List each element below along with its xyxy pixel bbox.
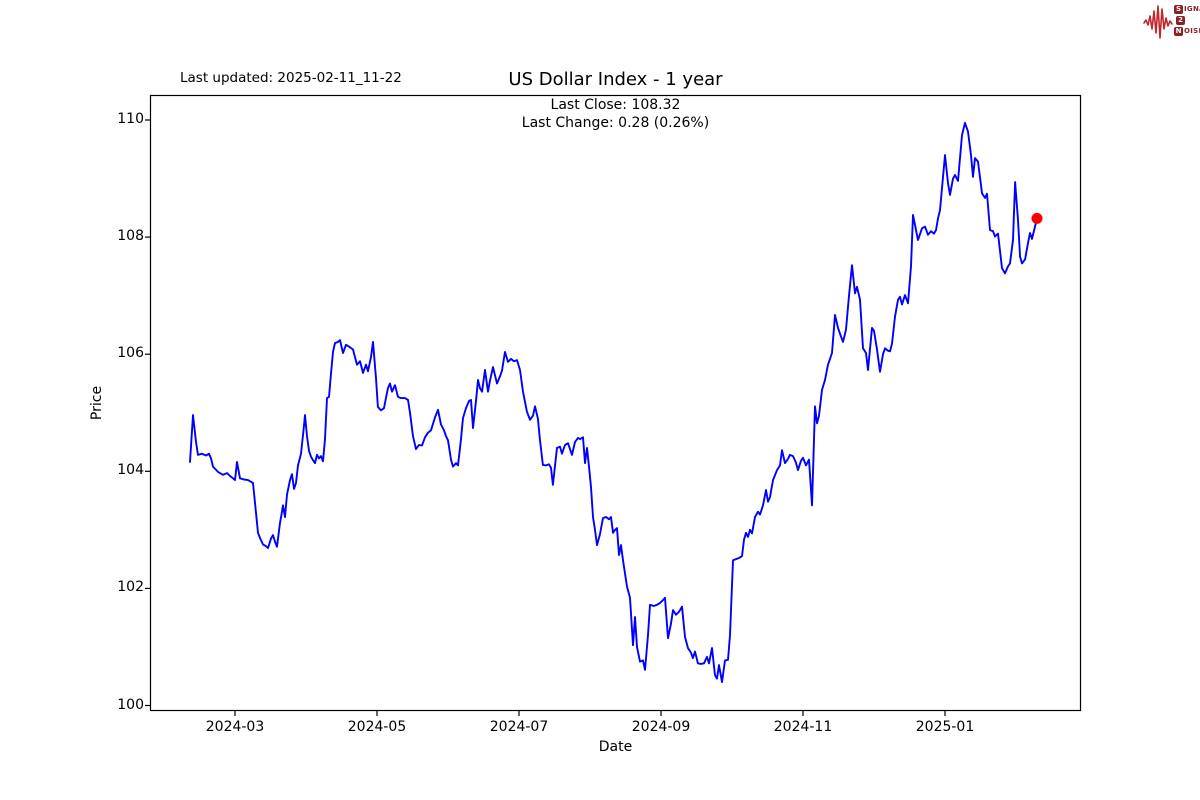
logo-letter-box-n: N [1174, 26, 1183, 36]
subtitle-last-close: Last Close: 108.32 [550, 97, 681, 113]
x-tick-label: 2024-11 [773, 719, 833, 735]
logo-text-oise: OISE [1184, 26, 1200, 35]
x-tick-label: 2024-07 [489, 719, 549, 735]
last-updated-text: Last updated: 2025-02-11_11-22 [180, 70, 402, 86]
logo-row-noise: NOISE [1174, 26, 1200, 36]
y-axis-label: Price [89, 385, 105, 421]
y-tick-label: 108 [117, 228, 144, 245]
logo: SIGNAL 2 NOISE [1143, 2, 1200, 40]
logo-waveform-icon [1143, 5, 1173, 39]
y-tick-label: 100 [117, 696, 144, 713]
logo-letter-box-s: S [1174, 4, 1183, 14]
chart-subtitle: Last Close: 108.32 Last Change: 0.28 (0.… [150, 97, 1081, 132]
x-axis-label: Date [598, 739, 633, 755]
y-tick-label: 110 [117, 111, 144, 127]
logo-text: SIGNAL 2 NOISE [1174, 4, 1200, 38]
logo-row-signal: SIGNAL [1174, 4, 1200, 14]
chart-title: US Dollar Index - 1 year [508, 69, 723, 90]
logo-row-2: 2 [1176, 15, 1200, 25]
last-price-marker [1031, 212, 1043, 224]
y-tick-label: 104 [117, 462, 144, 479]
x-tick-label: 2024-03 [205, 719, 265, 735]
y-tick-label: 102 [117, 579, 144, 596]
logo-letter-box-2: 2 [1176, 15, 1185, 25]
logo-text-ignal: IGNAL [1184, 4, 1200, 13]
x-tick-label: 2024-05 [347, 719, 407, 735]
price-line [189, 121, 1038, 684]
y-tick-label: 106 [117, 345, 144, 362]
x-tick-label: 2025-01 [915, 719, 975, 735]
x-tick-label: 2024-09 [631, 719, 691, 735]
subtitle-last-change: Last Change: 0.28 (0.26%) [521, 114, 710, 131]
plot-border [149, 94, 1082, 712]
